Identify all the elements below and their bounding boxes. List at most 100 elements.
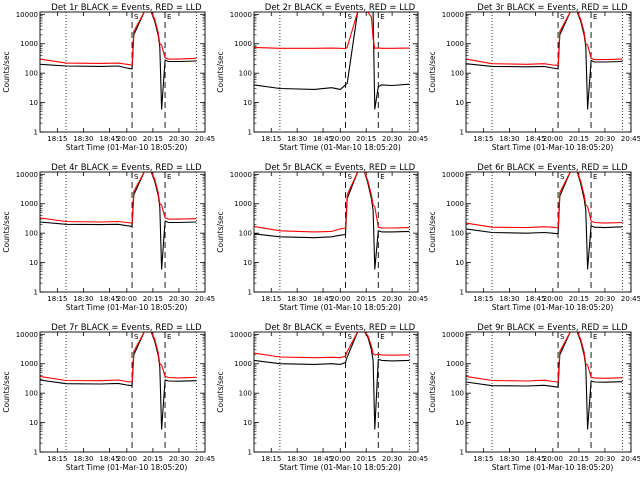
y-tick-label: 10000 bbox=[442, 171, 464, 179]
marker-annotation: S bbox=[560, 333, 565, 341]
series-line bbox=[253, 11, 410, 110]
x-tick-label: 20:00 bbox=[330, 295, 350, 303]
panel-title: Det 1r BLACK = Events, RED = LLD bbox=[51, 3, 202, 13]
series-line bbox=[39, 11, 197, 110]
y-axis-label: Counts/sec bbox=[216, 51, 225, 92]
x-tick-label: 18:15 bbox=[47, 135, 67, 143]
x-tick-label: 18:15 bbox=[261, 295, 281, 303]
x-axis-label: Start Time (01-Mar-10 18:05:20) bbox=[279, 463, 401, 472]
x-tick-label: 20:30 bbox=[595, 295, 615, 303]
x-tick-label: 20:00 bbox=[543, 455, 563, 463]
x-tick-label: 18:30 bbox=[287, 295, 307, 303]
series-line bbox=[253, 331, 410, 359]
panel-title: Det 9r BLACK = Events, RED = LLD bbox=[477, 323, 628, 333]
x-tick-label: 18:15 bbox=[261, 455, 281, 463]
x-tick-label: 20:15 bbox=[143, 455, 163, 463]
x-tick-label: 20:45 bbox=[621, 455, 640, 463]
marker-annotation: E bbox=[167, 173, 171, 181]
detector-panel-1: Det 1r BLACK = Events, RED = LLD 1 10 100 10… bbox=[2, 3, 215, 152]
y-tick-label: 1 bbox=[34, 129, 38, 137]
y-axis-label: Counts/sec bbox=[216, 371, 225, 412]
detector-panel-9: Det 9r BLACK = Events, RED = LLD 1 10 100 10… bbox=[428, 323, 640, 472]
x-tick-label: 20:15 bbox=[356, 295, 376, 303]
plot-frame bbox=[39, 11, 206, 133]
x-tick-label: 20:30 bbox=[595, 135, 615, 143]
x-tick-label: 18:15 bbox=[261, 135, 281, 143]
x-axis-label: Start Time (01-Mar-10 18:05:20) bbox=[279, 303, 401, 312]
series-line bbox=[253, 171, 410, 270]
y-tick-label: 1000 bbox=[446, 360, 464, 368]
x-tick-label: 18:15 bbox=[473, 455, 493, 463]
y-tick-label: 100 bbox=[451, 390, 464, 398]
x-tick-label: 20:45 bbox=[408, 455, 428, 463]
y-tick-label: 1 bbox=[248, 289, 252, 297]
x-tick-label: 20:00 bbox=[117, 135, 137, 143]
x-tick-label: 20:15 bbox=[569, 135, 589, 143]
marker-annotation: E bbox=[380, 173, 384, 181]
plot-frame bbox=[253, 171, 419, 293]
x-tick-label: 20:30 bbox=[382, 455, 402, 463]
x-tick-label: 20:45 bbox=[408, 135, 428, 143]
y-tick-label: 10000 bbox=[16, 331, 38, 339]
x-tick-label: 18:15 bbox=[47, 455, 67, 463]
x-tick-label: 18:15 bbox=[47, 295, 67, 303]
series-line bbox=[253, 171, 410, 233]
y-tick-label: 10 bbox=[243, 419, 252, 427]
marker-annotation: E bbox=[380, 333, 384, 341]
detector-panel-8: Det 8r BLACK = Events, RED = LLD 1 10 100 10… bbox=[216, 323, 428, 472]
marker-annotation: S bbox=[560, 13, 565, 21]
marker-annotation: E bbox=[167, 13, 171, 21]
y-tick-label: 1 bbox=[248, 129, 252, 137]
x-tick-label: 18:45 bbox=[313, 135, 333, 143]
y-axis-label: Counts/sec bbox=[428, 371, 437, 412]
x-tick-label: 20:45 bbox=[408, 295, 428, 303]
x-tick-label: 18:30 bbox=[499, 135, 519, 143]
x-tick-label: 20:45 bbox=[195, 135, 215, 143]
x-tick-label: 20:45 bbox=[621, 135, 640, 143]
series-line bbox=[465, 11, 623, 66]
y-tick-label: 1 bbox=[34, 449, 38, 457]
x-tick-label: 20:15 bbox=[569, 295, 589, 303]
y-tick-label: 1000 bbox=[446, 40, 464, 48]
x-tick-label: 20:30 bbox=[169, 295, 189, 303]
y-tick-label: 1000 bbox=[20, 200, 38, 208]
marker-annotation: E bbox=[167, 333, 171, 341]
plot-frame bbox=[253, 331, 419, 453]
series-line bbox=[465, 171, 623, 229]
x-axis-label: Start Time (01-Mar-10 18:05:20) bbox=[66, 303, 188, 312]
x-axis-label: Start Time (01-Mar-10 18:05:20) bbox=[492, 303, 614, 312]
series-line bbox=[465, 171, 623, 270]
detector-panel-4: Det 4r BLACK = Events, RED = LLD 1 10 100 10… bbox=[2, 163, 215, 312]
y-tick-label: 10000 bbox=[442, 331, 464, 339]
y-tick-label: 1 bbox=[460, 129, 464, 137]
y-tick-label: 1000 bbox=[234, 200, 252, 208]
x-tick-label: 18:15 bbox=[473, 295, 493, 303]
y-tick-label: 10000 bbox=[230, 171, 252, 179]
marker-annotation: S bbox=[347, 333, 352, 341]
marker-annotation: S bbox=[134, 173, 139, 181]
marker-annotation: S bbox=[560, 173, 565, 181]
y-tick-label: 1 bbox=[248, 449, 252, 457]
y-tick-label: 10 bbox=[243, 259, 252, 267]
panel-title: Det 7r BLACK = Events, RED = LLD bbox=[51, 323, 202, 333]
x-tick-label: 18:30 bbox=[73, 295, 93, 303]
x-axis-label: Start Time (01-Mar-10 18:05:20) bbox=[66, 143, 188, 152]
y-tick-label: 100 bbox=[25, 230, 38, 238]
series-line bbox=[39, 171, 197, 270]
y-tick-label: 100 bbox=[239, 230, 252, 238]
x-tick-label: 18:30 bbox=[287, 135, 307, 143]
y-tick-label: 100 bbox=[239, 70, 252, 78]
x-tick-label: 18:45 bbox=[99, 295, 119, 303]
marker-annotation: S bbox=[134, 13, 139, 21]
y-tick-label: 100 bbox=[25, 390, 38, 398]
y-tick-label: 100 bbox=[451, 230, 464, 238]
marker-annotation: S bbox=[134, 333, 139, 341]
x-tick-label: 18:45 bbox=[525, 135, 545, 143]
y-tick-label: 10 bbox=[29, 259, 38, 267]
panel-title: Det 5r BLACK = Events, RED = LLD bbox=[265, 163, 416, 173]
plot-frame bbox=[465, 331, 632, 453]
x-tick-label: 18:45 bbox=[99, 135, 119, 143]
x-axis-label: Start Time (01-Mar-10 18:05:20) bbox=[279, 143, 401, 152]
x-tick-label: 20:30 bbox=[595, 455, 615, 463]
